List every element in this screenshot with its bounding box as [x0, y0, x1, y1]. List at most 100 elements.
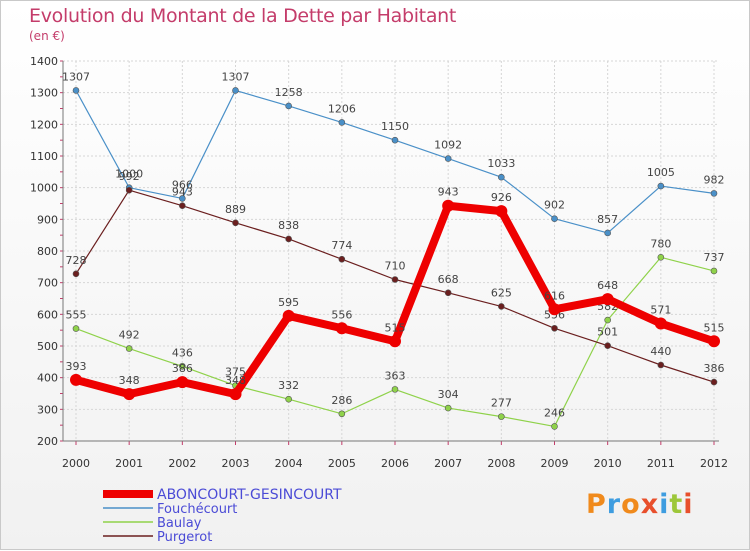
data-label-ABONCOURT-GESINCOURT: 648 [597, 279, 618, 292]
data-point-ABONCOURT-GESINCOURT [442, 199, 455, 212]
data-label-Fouchécourt: 966 [172, 178, 193, 191]
data-point-Purgerot [285, 235, 292, 243]
x-tick-label: 2000 [62, 457, 90, 470]
data-point-Purgerot [498, 303, 505, 310]
data-label-Baulay: 286 [331, 394, 352, 407]
data-point-ABONCOURT-GESINCOURT [495, 205, 508, 218]
data-point-Fouchécourt [285, 102, 292, 110]
data-point-Purgerot [710, 378, 718, 386]
data-point-Purgerot [125, 186, 133, 194]
data-label-Baulay: 492 [119, 329, 140, 342]
data-point-Purgerot [179, 202, 186, 210]
x-tick-label: 2003 [222, 457, 250, 470]
y-tick-label: 600 [37, 308, 58, 321]
legend-label: ABONCOURT-GESINCOURT [157, 487, 342, 503]
data-point-Baulay [125, 345, 133, 352]
data-label-Fouchécourt: 1150 [381, 120, 409, 133]
x-tick-label: 2011 [647, 457, 675, 470]
data-point-Purgerot [232, 219, 239, 227]
data-point-Fouchécourt [338, 119, 346, 126]
data-label-Fouchécourt: 902 [544, 199, 565, 212]
data-label-Baulay: 436 [172, 346, 193, 359]
y-tick-label: 400 [37, 372, 58, 385]
data-point-Baulay [72, 325, 80, 332]
data-point-Baulay [498, 413, 505, 420]
data-label-Baulay: 780 [650, 237, 671, 250]
data-point-Fouchécourt [179, 195, 186, 202]
data-point-Fouchécourt [72, 87, 80, 94]
data-label-Purgerot: 386 [704, 362, 725, 375]
data-point-Baulay [657, 254, 665, 261]
data-label-ABONCOURT-GESINCOURT: 386 [172, 362, 193, 375]
data-point-ABONCOURT-GESINCOURT [123, 388, 136, 401]
data-point-Fouchécourt [657, 182, 665, 190]
y-tick-label: 500 [37, 340, 58, 353]
data-label-Baulay: 555 [66, 309, 87, 322]
data-label-Baulay: 277 [491, 397, 512, 410]
data-point-ABONCOURT-GESINCOURT [389, 335, 401, 348]
data-label-Baulay: 363 [385, 369, 406, 382]
data-point-ABONCOURT-GESINCOURT [70, 373, 82, 386]
legend-label: Purgerot [157, 530, 212, 545]
y-tick-label: 1100 [30, 150, 58, 163]
data-label-ABONCOURT-GESINCOURT: 515 [385, 321, 406, 334]
data-label-ABONCOURT-GESINCOURT: 616 [544, 289, 565, 302]
data-label-ABONCOURT-GESINCOURT: 943 [438, 186, 459, 199]
data-point-ABONCOURT-GESINCOURT [335, 322, 348, 335]
data-point-Purgerot [551, 324, 558, 332]
data-label-Purgerot: 501 [597, 326, 618, 339]
data-point-Fouchécourt [710, 190, 718, 197]
data-label-Fouchécourt: 1307 [222, 70, 250, 83]
data-label-Fouchécourt: 1092 [434, 139, 462, 152]
data-point-Baulay [444, 404, 452, 412]
data-label-ABONCOURT-GESINCOURT: 926 [491, 191, 512, 204]
data-label-Fouchécourt: 1307 [62, 70, 90, 83]
data-point-Fouchécourt [391, 136, 399, 144]
y-tick-label: 300 [37, 403, 58, 416]
data-label-ABONCOURT-GESINCOURT: 393 [66, 360, 87, 373]
legend-label: Baulay [157, 516, 202, 531]
data-label-Purgerot: 943 [172, 186, 193, 199]
data-point-Baulay [391, 386, 399, 393]
data-label-ABONCOURT-GESINCOURT: 556 [331, 308, 352, 321]
y-tick-label: 700 [37, 277, 58, 290]
data-label-Purgerot: 440 [650, 345, 671, 358]
x-tick-label: 2008 [487, 457, 515, 470]
chart-title: Evolution du Montant de la Dette par Hab… [29, 5, 457, 27]
data-label-ABONCOURT-GESINCOURT: 348 [119, 374, 140, 387]
data-point-Purgerot [391, 276, 399, 283]
data-label-Purgerot: 889 [225, 203, 246, 216]
data-label-Purgerot: 625 [491, 286, 512, 299]
data-label-ABONCOURT-GESINCOURT: 571 [650, 304, 671, 317]
legend-label: Fouchécourt [157, 502, 237, 517]
data-label-ABONCOURT-GESINCOURT: 595 [278, 296, 299, 309]
y-tick-label: 1400 [30, 55, 58, 68]
data-point-Baulay [551, 423, 558, 430]
data-point-ABONCOURT-GESINCOURT [548, 303, 561, 316]
data-label-Purgerot: 992 [119, 170, 140, 183]
data-point-Baulay [285, 395, 292, 403]
x-tick-label: 2001 [115, 457, 143, 470]
data-point-Fouchécourt [498, 173, 505, 181]
y-tick-label: 1300 [30, 87, 58, 100]
y-tick-label: 1200 [30, 118, 58, 131]
data-label-Baulay: 375 [225, 366, 246, 379]
data-point-ABONCOURT-GESINCOURT [176, 376, 189, 389]
data-point-ABONCOURT-GESINCOURT [282, 309, 295, 322]
data-point-Purgerot [338, 255, 346, 263]
data-label-Baulay: 304 [438, 388, 459, 401]
x-tick-label: 2004 [275, 457, 303, 470]
proxiti-logo: Proxiti [586, 489, 694, 520]
data-point-Purgerot [604, 342, 611, 349]
data-point-Baulay [710, 267, 718, 275]
data-point-Fouchécourt [232, 87, 239, 94]
data-label-Baulay: 246 [544, 406, 565, 419]
y-tick-label: 200 [37, 435, 58, 448]
data-label-Purgerot: 710 [385, 260, 406, 273]
data-point-Baulay [338, 410, 346, 418]
x-tick-label: 2006 [381, 457, 409, 470]
data-label-Fouchécourt: 857 [597, 213, 618, 226]
data-point-ABONCOURT-GESINCOURT [229, 388, 242, 401]
data-label-Fouchécourt: 1206 [328, 102, 356, 115]
